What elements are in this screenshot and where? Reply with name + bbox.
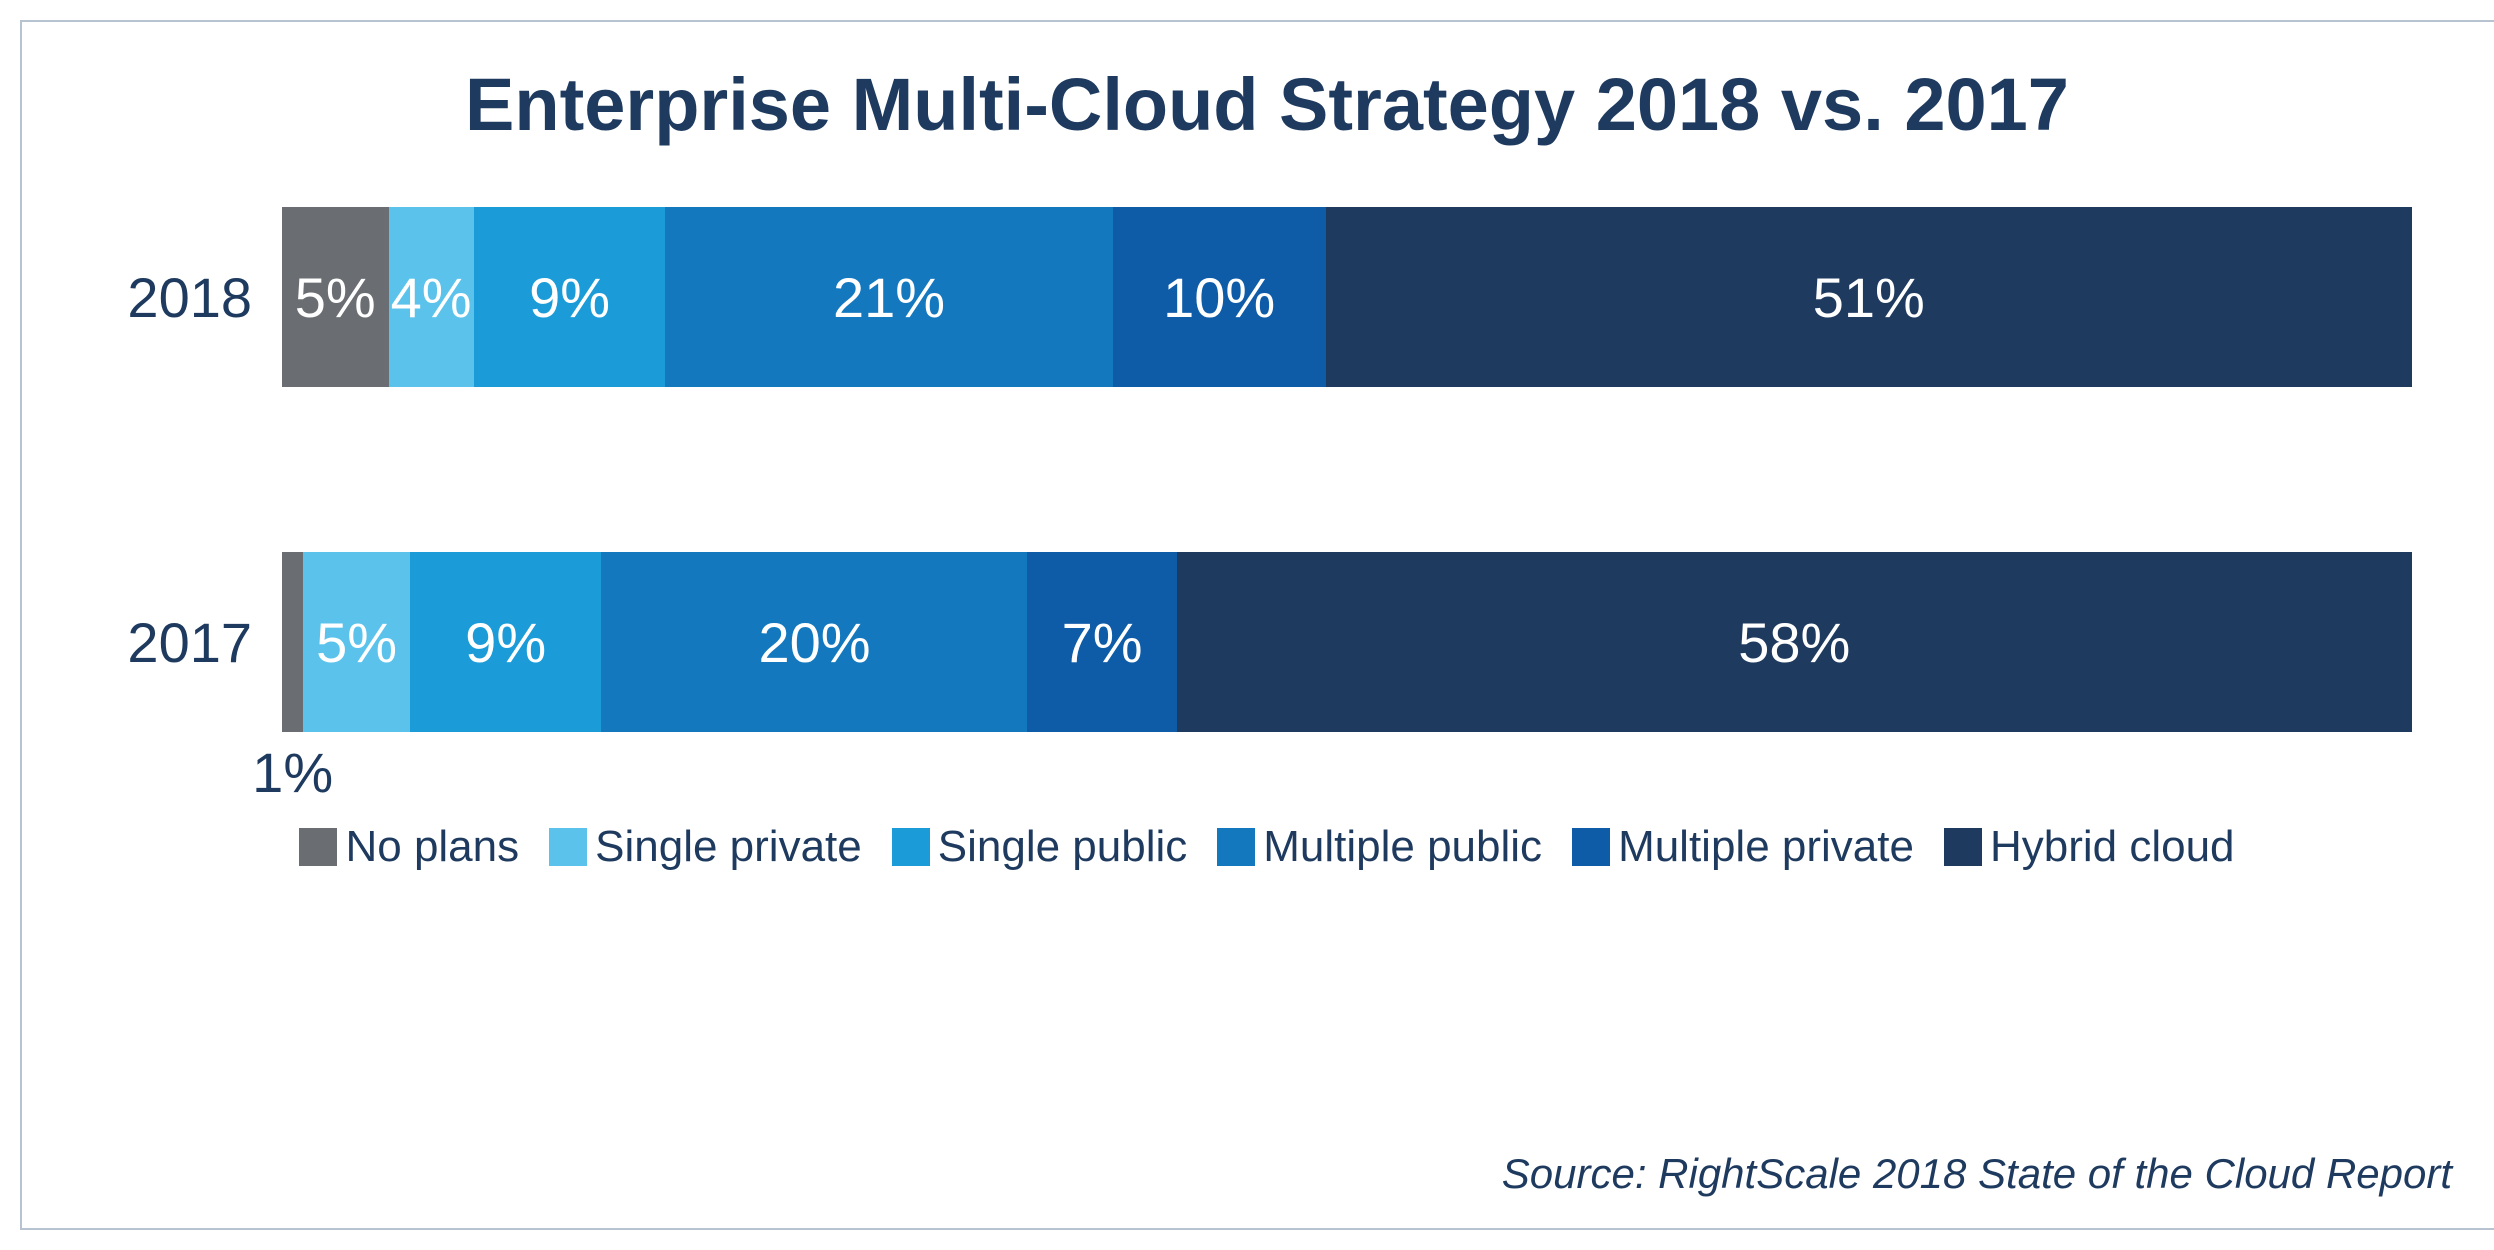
bar-segment-value: 21% [833,265,945,330]
legend-swatch [299,828,337,866]
legend-item-no_plans: No plans [299,822,519,872]
bar-segment-multiple_public: 21% [665,207,1112,387]
bar-segment-value: 4% [391,265,472,330]
bar-segment-value: 10% [1163,265,1275,330]
bar-segment-multiple_private: 10% [1113,207,1326,387]
chart-title: Enterprise Multi-Cloud Strategy 2018 vs.… [82,62,2452,147]
bar-segment-single_private: 5% [303,552,410,732]
legend-item-single_public: Single public [892,822,1188,872]
legend-label: Single public [938,822,1188,872]
bar-row: 20171%5% 9% 20% 7% 58% [82,552,2412,732]
bar-segment-value: 51% [1813,265,1925,330]
bar-segment-value: 7% [1062,610,1143,675]
legend: No plans Single private Single public Multi… [82,822,2452,872]
legend-label: Multiple private [1618,822,1914,872]
bar-segment-multiple_private: 7% [1027,552,1176,732]
bar-segment-single_private: 4% [389,207,474,387]
legend-item-single_private: Single private [549,822,862,872]
bar-track: 5%4% 9% 21% 10% 51% [282,207,2412,387]
legend-swatch [1217,828,1255,866]
legend-swatch [549,828,587,866]
bars-area: 20185%4%9%21%10%51%20171%5%9%20%7%58% [82,207,2452,732]
bar-segment-multiple_public: 20% [601,552,1027,732]
bar-row: 20185%4% 9% 21% 10% 51% [82,207,2412,387]
legend-swatch [892,828,930,866]
legend-label: Single private [595,822,862,872]
legend-label: Multiple public [1263,822,1542,872]
bar-segment-single_public: 9% [474,207,666,387]
legend-item-hybrid_cloud: Hybrid cloud [1944,822,2235,872]
bar-segment-value: 9% [529,265,610,330]
bar-row-label: 2017 [82,610,282,675]
bar-segment-value: 58% [1738,610,1850,675]
bar-segment-no_plans: 5% [282,207,389,387]
bar-row-label: 2018 [82,265,282,330]
legend-label: Hybrid cloud [1990,822,2235,872]
bar-segment-value: 20% [758,610,870,675]
legend-item-multiple_private: Multiple private [1572,822,1914,872]
bar-segment-value: 5% [316,610,397,675]
bar-segment-value-below: 1% [252,740,333,805]
bar-segment-no_plans: 1% [282,552,303,732]
legend-item-multiple_public: Multiple public [1217,822,1542,872]
legend-swatch [1944,828,1982,866]
bar-segment-single_public: 9% [410,552,602,732]
bar-segment-value: 5% [295,265,376,330]
bar-segment-value: 9% [465,610,546,675]
bar-segment-hybrid_cloud: 58% [1177,552,2412,732]
legend-swatch [1572,828,1610,866]
legend-label: No plans [345,822,519,872]
bar-segment-hybrid_cloud: 51% [1326,207,2412,387]
chart-container: Enterprise Multi-Cloud Strategy 2018 vs.… [20,20,2494,1230]
chart-source: Source: RightScale 2018 State of the Clo… [1502,1150,2452,1198]
bar-track: 1%5% 9% 20% 7% 58% [282,552,2412,732]
